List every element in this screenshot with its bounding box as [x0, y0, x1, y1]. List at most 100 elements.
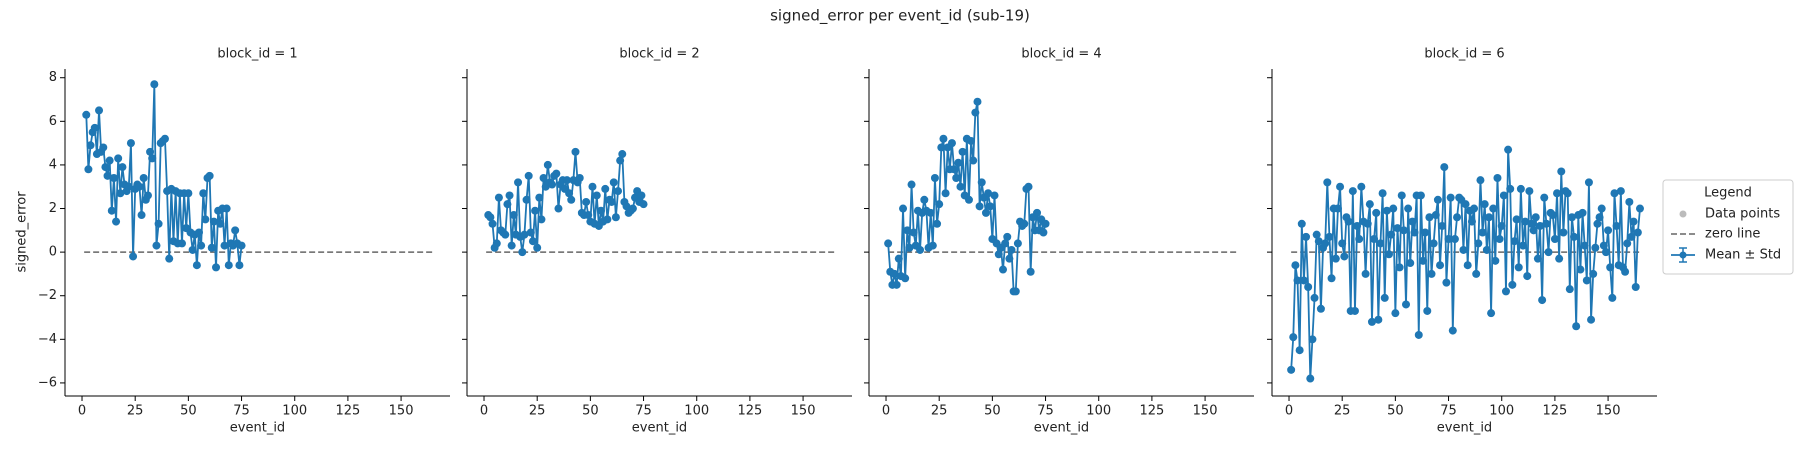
mean-point	[537, 215, 546, 224]
mean-point	[916, 245, 925, 254]
mean-point	[1584, 178, 1593, 187]
legend-swatch	[1679, 251, 1687, 259]
mean-point	[209, 217, 218, 226]
mean-point	[526, 228, 535, 237]
mean-point	[1606, 263, 1615, 272]
mean-point	[1597, 204, 1606, 213]
x-tick-label: 0	[1285, 404, 1293, 419]
mean-point	[1299, 276, 1308, 285]
mean-point	[1026, 267, 1035, 276]
mean-point	[1287, 365, 1296, 374]
mean-point	[205, 171, 214, 180]
mean-point	[952, 174, 961, 182]
mean-point	[1491, 256, 1500, 265]
mean-point	[494, 193, 503, 202]
mean-point	[165, 254, 174, 263]
mean-point	[1529, 226, 1538, 235]
mean-point	[941, 189, 950, 198]
mean-point	[1331, 254, 1340, 263]
mean-point	[884, 239, 893, 248]
mean-point	[1393, 224, 1402, 233]
mean-point	[95, 106, 104, 115]
mean-point	[1370, 235, 1379, 244]
mean-point	[958, 147, 967, 156]
mean-point	[1327, 274, 1336, 283]
mean-point	[1555, 254, 1564, 263]
mean-point	[975, 202, 984, 211]
mean-point	[1587, 315, 1596, 324]
mean-point	[101, 163, 110, 172]
mean-point	[588, 182, 597, 191]
mean-point	[1308, 335, 1317, 344]
mean-point	[986, 202, 995, 211]
mean-point	[1482, 245, 1491, 254]
mean-point	[1601, 248, 1610, 257]
mean-point	[1340, 252, 1349, 261]
mean-point	[1489, 204, 1498, 213]
mean-point	[188, 245, 197, 254]
mean-point	[1578, 208, 1587, 217]
mean-point	[1553, 189, 1562, 198]
mean-point	[607, 197, 616, 206]
mean-point	[597, 206, 606, 215]
mean-point	[903, 226, 912, 235]
x-tick-label: 25	[529, 404, 546, 419]
mean-point	[86, 141, 95, 150]
x-tick-label: 150	[1193, 404, 1218, 419]
x-tick-label: 150	[1596, 404, 1621, 419]
mean-point	[1404, 204, 1413, 213]
mean-point	[1470, 204, 1479, 213]
mean-point	[192, 261, 201, 270]
mean-point	[1610, 189, 1619, 198]
mean-point	[150, 80, 159, 89]
x-tick-label: 150	[791, 404, 816, 419]
mean-point	[552, 169, 561, 178]
mean-point	[935, 200, 944, 209]
mean-point	[1033, 208, 1042, 217]
mean-point	[1604, 226, 1613, 235]
mean-point	[1523, 272, 1532, 281]
mean-point	[947, 139, 956, 148]
mean-point	[1625, 197, 1634, 206]
mean-point	[1599, 241, 1608, 250]
mean-point	[1542, 219, 1551, 228]
mean-point	[1348, 187, 1357, 196]
x-axis-label: event_id	[1437, 421, 1492, 436]
mean-point	[1527, 219, 1536, 228]
mean-point	[1497, 221, 1506, 230]
mean-point	[1389, 204, 1398, 213]
mean-point	[1589, 269, 1598, 278]
mean-point	[1291, 261, 1300, 270]
mean-point	[984, 189, 993, 198]
x-axis-label: event_id	[1034, 421, 1089, 436]
mean-point	[1039, 228, 1048, 237]
mean-point	[535, 193, 544, 202]
mean-point	[1504, 145, 1513, 154]
mean-point	[528, 237, 537, 246]
mean-point	[1450, 235, 1459, 244]
mean-point	[103, 171, 112, 180]
mean-point	[222, 204, 231, 213]
mean-point	[1423, 306, 1432, 315]
mean-point	[1495, 235, 1504, 244]
mean-point	[1521, 217, 1530, 226]
mean-point	[937, 143, 946, 152]
mean-point	[90, 123, 99, 132]
mean-point	[1372, 208, 1381, 217]
mean-point	[894, 254, 903, 263]
mean-point	[1363, 219, 1372, 228]
mean-point	[486, 213, 495, 222]
mean-point	[1444, 235, 1453, 244]
mean-point	[184, 189, 193, 198]
mean-point	[950, 165, 959, 174]
x-tick-label: 0	[882, 404, 890, 419]
mean-point	[139, 174, 148, 182]
mean-point	[565, 189, 574, 198]
mean-point	[905, 243, 914, 252]
mean-point	[571, 147, 580, 156]
mean-point	[548, 180, 557, 189]
mean-point	[1525, 187, 1534, 196]
mean-point	[1580, 241, 1589, 250]
mean-point	[907, 180, 916, 189]
mean-point	[1338, 239, 1347, 248]
